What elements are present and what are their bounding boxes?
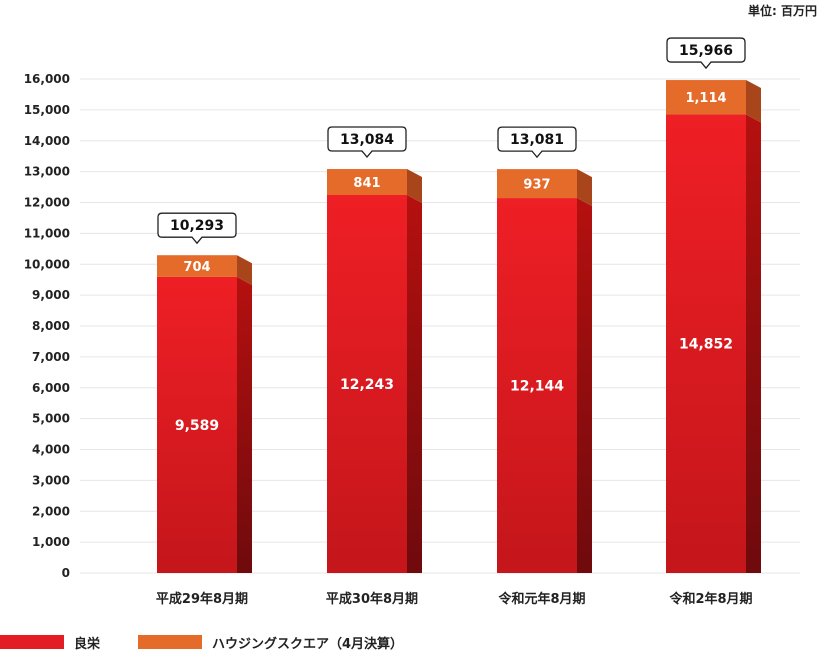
total-callout — [666, 37, 746, 70]
bar-side-ryoei — [407, 194, 422, 573]
bars — [157, 80, 761, 573]
y-tick-label: 5,000 — [32, 412, 70, 426]
y-tick-label: 6,000 — [32, 381, 70, 395]
bar-side-housing-square — [237, 255, 252, 285]
bar-side-ryoei — [237, 276, 252, 573]
y-tick-label: 15,000 — [24, 103, 70, 117]
legend: 良栄 ハウジングスクエア（4月決算） — [0, 630, 441, 654]
legend-item-ryoei: 良栄 — [0, 633, 100, 652]
total-callout — [327, 126, 407, 159]
y-tick-label: 8,000 — [32, 319, 70, 333]
value-label-ryoei: 9,589 — [175, 418, 219, 434]
x-tick-label: 令和元年8月期 — [498, 591, 585, 607]
y-tick-label: 9,000 — [32, 288, 70, 302]
bar-side-housing-square — [407, 169, 422, 203]
y-tick-label: 7,000 — [32, 350, 70, 364]
value-label-housing-square: 704 — [183, 260, 210, 275]
x-axis-ticks: 平成29年8月期 平成30年8月期 令和元年8月期 令和2年8月期 — [156, 591, 753, 607]
y-tick-label: 16,000 — [24, 72, 70, 86]
bar-ryoei — [497, 198, 577, 573]
y-tick-label: 0 — [62, 566, 70, 580]
legend-item-housing-square: ハウジングスクエア（4月決算） — [138, 633, 403, 652]
total-label: 15,966 — [679, 43, 733, 59]
y-tick-label: 1,000 — [32, 535, 70, 549]
value-label-ryoei: 14,852 — [679, 337, 733, 353]
y-tick-label: 13,000 — [24, 165, 70, 179]
value-label-ryoei: 12,243 — [340, 377, 394, 393]
y-tick-label: 2,000 — [32, 504, 70, 518]
value-label-housing-square: 1,114 — [685, 91, 726, 106]
legend-swatch-housing-square — [138, 635, 203, 649]
bar-side-ryoei — [746, 114, 761, 573]
legend-label-ryoei: 良栄 — [74, 636, 101, 652]
value-label-ryoei: 12,144 — [510, 379, 564, 395]
y-tick-label: 11,000 — [24, 226, 70, 240]
total-label: 13,084 — [340, 132, 394, 148]
y-tick-label: 14,000 — [24, 134, 70, 148]
unit-label: 単位: 百万円 — [748, 4, 817, 18]
value-label-housing-square: 937 — [523, 178, 550, 193]
total-label: 13,081 — [510, 132, 564, 148]
bar-ryoei — [157, 276, 237, 573]
y-tick-label: 3,000 — [32, 473, 70, 487]
x-tick-label: 平成30年8月期 — [326, 591, 418, 607]
bar-housing-square — [327, 169, 407, 195]
legend-label-housing-square: ハウジングスクエア（4月決算） — [212, 636, 404, 652]
bar-side-ryoei — [577, 198, 592, 573]
x-tick-label: 令和2年8月期 — [669, 591, 752, 607]
total-callout — [157, 212, 237, 245]
x-tick-label: 平成29年8月期 — [156, 591, 248, 607]
total-label: 10,293 — [170, 218, 224, 234]
bar-ryoei — [327, 194, 407, 573]
bar-ryoei — [666, 114, 746, 573]
y-tick-label: 4,000 — [32, 443, 70, 457]
bar-housing-square — [157, 255, 237, 277]
stacked-bar-chart: 0 1,000 2,000 3,000 4,000 5,000 6,000 7,000 8,00… — [24, 37, 800, 607]
legend-swatch-ryoei — [0, 635, 64, 649]
bar-housing-square — [497, 169, 577, 199]
bar-housing-square — [666, 80, 746, 115]
y-tick-label: 12,000 — [24, 196, 70, 210]
bar-side-housing-square — [746, 80, 761, 123]
bar-side-housing-square — [577, 169, 592, 207]
data-labels: 9,589 704 10,293 12,243 841 13,084 12,144 937 13… — [157, 37, 746, 434]
y-tick-label: 10,000 — [24, 257, 70, 271]
y-axis-ticks: 0 1,000 2,000 3,000 4,000 5,000 6,000 7,000 8,00… — [24, 72, 70, 580]
total-callout — [497, 126, 577, 159]
value-label-housing-square: 841 — [353, 176, 380, 191]
